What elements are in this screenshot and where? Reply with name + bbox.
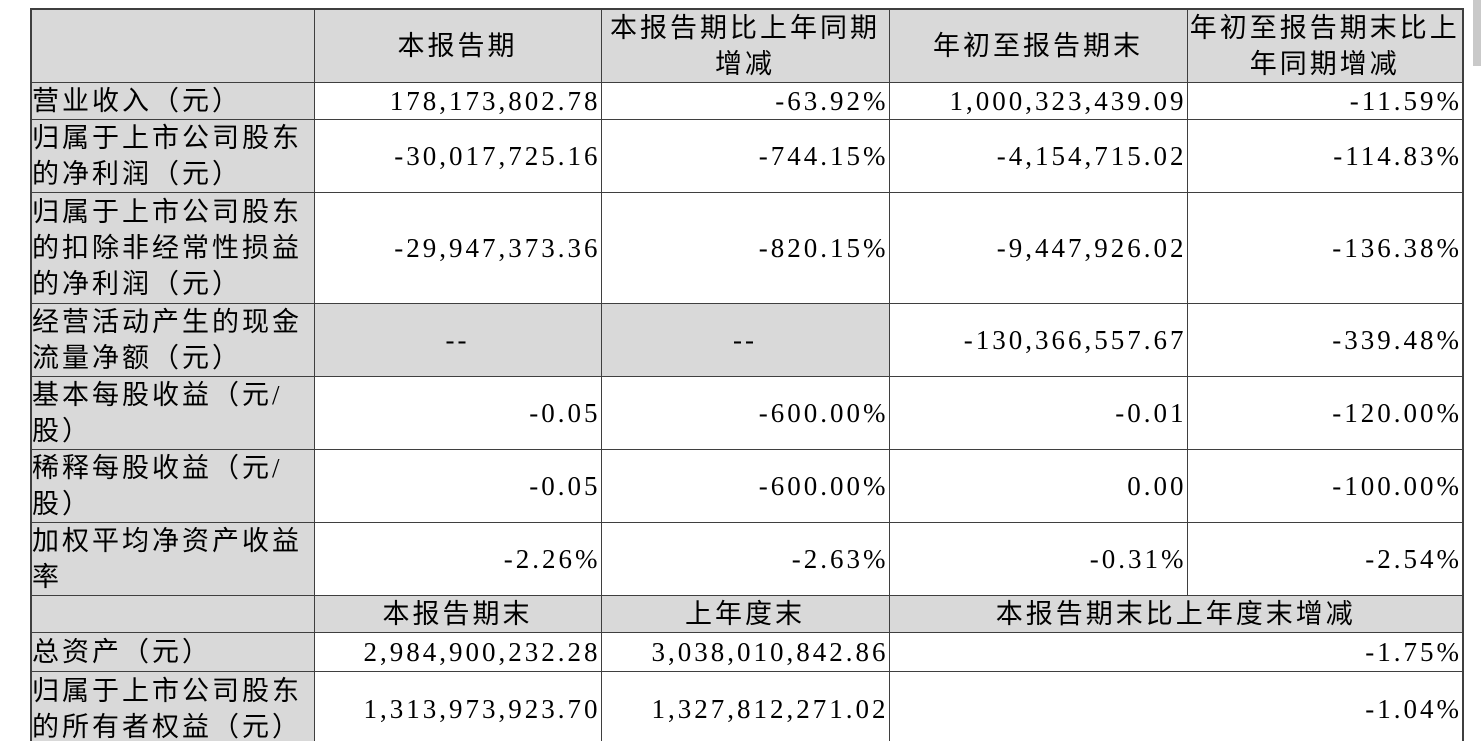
cell-value: -820.15% bbox=[600, 192, 890, 304]
row-label: 经营活动产生的现金流量净额（元） bbox=[30, 303, 315, 377]
cell-value: -9,447,926.02 bbox=[888, 192, 1188, 304]
header-yoy-change: 本报告期比上年同期增减 bbox=[600, 8, 890, 83]
cell-value: -339.48% bbox=[1186, 303, 1464, 377]
header-corner-cell bbox=[30, 8, 315, 83]
cell-value: -100.00% bbox=[1186, 449, 1464, 523]
cell-value: -600.00% bbox=[600, 376, 890, 450]
header-prior-year-end: 上年度末 bbox=[600, 595, 890, 633]
cell-not-applicable: -- bbox=[313, 303, 602, 377]
row-label: 归属于上市公司股东的扣除非经常性损益的净利润（元） bbox=[30, 192, 315, 304]
cell-value: -4,154,715.02 bbox=[888, 119, 1188, 193]
page-edge-strip bbox=[1473, 0, 1481, 66]
header-current-period: 本报告期 bbox=[313, 8, 602, 83]
cell-value: 1,327,812,271.02 bbox=[600, 671, 890, 741]
cell-value: -2.26% bbox=[313, 522, 602, 596]
table-row-diluted-eps: 稀释每股收益（元/股） -0.05 -600.00% 0.00 -100.00% bbox=[30, 449, 1464, 523]
row-label: 归属于上市公司股东的所有者权益（元） bbox=[30, 671, 315, 741]
cell-value: -0.31% bbox=[888, 522, 1188, 596]
header-ytd-yoy-change: 年初至报告期末比上年同期增减 bbox=[1186, 8, 1464, 83]
cell-value: -600.00% bbox=[600, 449, 890, 523]
row-label: 营业收入（元） bbox=[30, 82, 315, 120]
header-ytd: 年初至报告期末 bbox=[888, 8, 1188, 83]
cell-value: -2.63% bbox=[600, 522, 890, 596]
cell-value: 1,313,973,923.70 bbox=[313, 671, 602, 741]
table-row-owners-equity: 归属于上市公司股东的所有者权益（元） 1,313,973,923.70 1,32… bbox=[30, 671, 1464, 741]
header-row-period-end: 本报告期末 上年度末 本报告期末比上年度末增减 bbox=[30, 595, 1464, 633]
row-label: 加权平均净资产收益率 bbox=[30, 522, 315, 596]
cell-value: -1.04% bbox=[888, 671, 1464, 741]
cell-value: -1.75% bbox=[888, 632, 1464, 672]
header-row-period: 本报告期 本报告期比上年同期增减 年初至报告期末 年初至报告期末比上年同期增减 bbox=[30, 8, 1464, 83]
header-change-vs-prior-year-end: 本报告期末比上年度末增减 bbox=[888, 595, 1464, 633]
table-row-operating-cash-flow: 经营活动产生的现金流量净额（元） -- -- -130,366,557.67 -… bbox=[30, 303, 1464, 377]
cell-value: -0.05 bbox=[313, 376, 602, 450]
cell-value: 0.00 bbox=[888, 449, 1188, 523]
table-row-weighted-roe: 加权平均净资产收益率 -2.26% -2.63% -0.31% -2.54% bbox=[30, 522, 1464, 596]
row-label: 总资产（元） bbox=[30, 632, 315, 672]
cell-not-applicable: -- bbox=[600, 303, 890, 377]
cell-value: -2.54% bbox=[1186, 522, 1464, 596]
table-row-basic-eps: 基本每股收益（元/股） -0.05 -600.00% -0.01 -120.00… bbox=[30, 376, 1464, 450]
key-financials-table: 本报告期 本报告期比上年同期增减 年初至报告期末 年初至报告期末比上年同期增减 … bbox=[30, 8, 1464, 741]
cell-value: -120.00% bbox=[1186, 376, 1464, 450]
cell-value: -11.59% bbox=[1186, 82, 1464, 120]
cell-value: -130,366,557.67 bbox=[888, 303, 1188, 377]
cell-value: -0.01 bbox=[888, 376, 1188, 450]
row-label: 归属于上市公司股东的净利润（元） bbox=[30, 119, 315, 193]
cell-value: -0.05 bbox=[313, 449, 602, 523]
cell-value: -29,947,373.36 bbox=[313, 192, 602, 304]
table-row-net-profit: 归属于上市公司股东的净利润（元） -30,017,725.16 -744.15%… bbox=[30, 119, 1464, 193]
cell-value: -136.38% bbox=[1186, 192, 1464, 304]
table-row-net-profit-excl-nonrecurring: 归属于上市公司股东的扣除非经常性损益的净利润（元） -29,947,373.36… bbox=[30, 192, 1464, 304]
table-row-total-assets: 总资产（元） 2,984,900,232.28 3,038,010,842.86… bbox=[30, 632, 1464, 672]
cell-value: -744.15% bbox=[600, 119, 890, 193]
cell-value: 2,984,900,232.28 bbox=[313, 632, 602, 672]
cell-value: 3,038,010,842.86 bbox=[600, 632, 890, 672]
cell-value: -30,017,725.16 bbox=[313, 119, 602, 193]
row-label: 基本每股收益（元/股） bbox=[30, 376, 315, 450]
header-current-period-end: 本报告期末 bbox=[313, 595, 602, 633]
header-corner-cell bbox=[30, 595, 315, 633]
cell-value: -114.83% bbox=[1186, 119, 1464, 193]
table-row-revenue: 营业收入（元） 178,173,802.78 -63.92% 1,000,323… bbox=[30, 82, 1464, 120]
cell-value: -63.92% bbox=[600, 82, 890, 120]
cell-value: 178,173,802.78 bbox=[313, 82, 602, 120]
cell-value: 1,000,323,439.09 bbox=[888, 82, 1188, 120]
row-label: 稀释每股收益（元/股） bbox=[30, 449, 315, 523]
